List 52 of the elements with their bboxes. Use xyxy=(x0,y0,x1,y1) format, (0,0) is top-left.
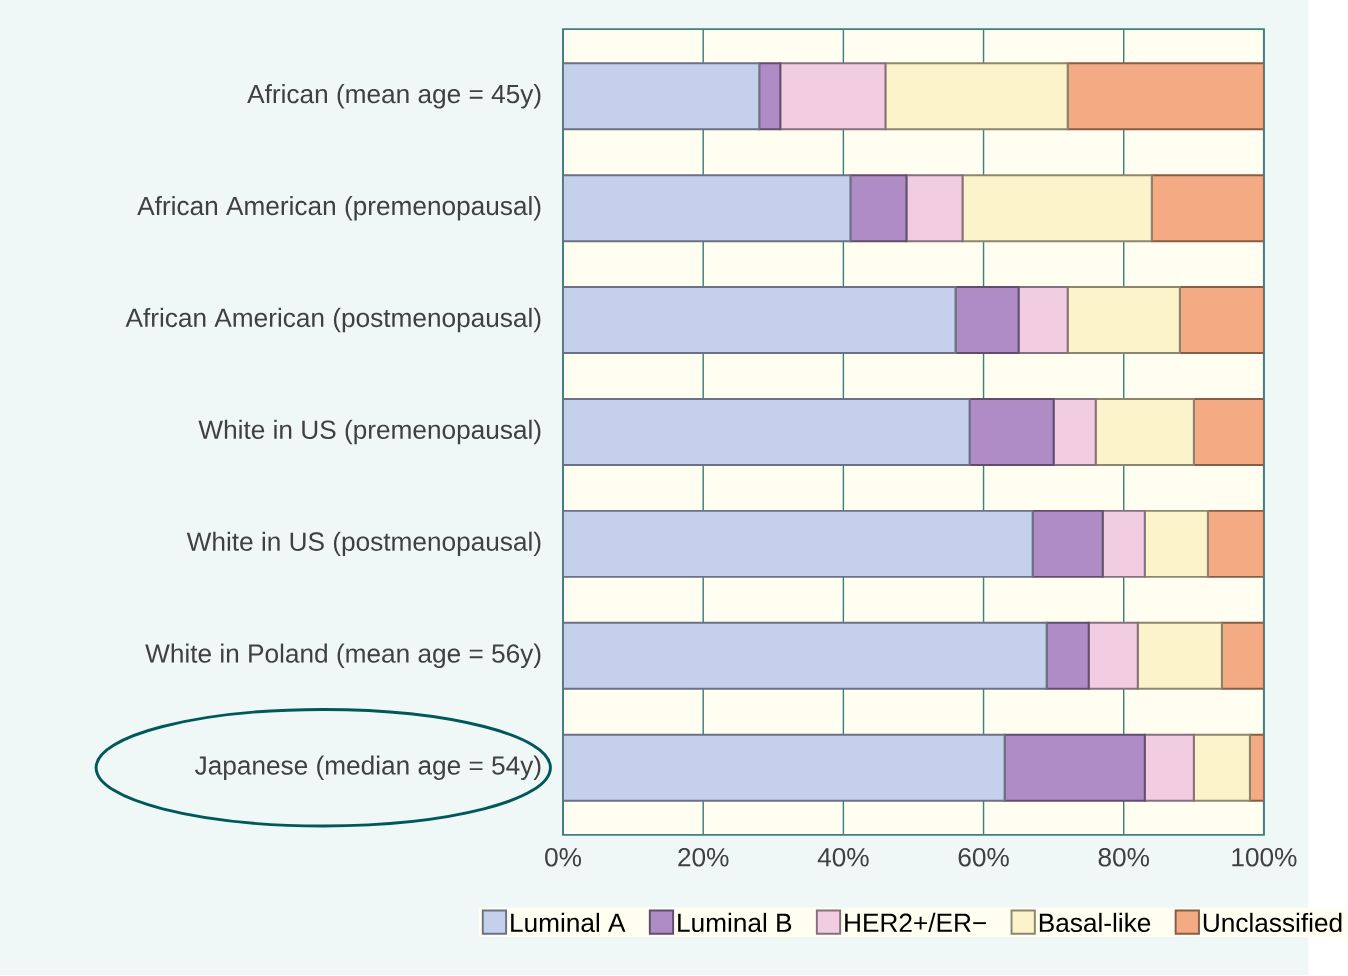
bar xyxy=(849,174,908,243)
legend-label: Luminal B xyxy=(678,913,792,933)
legend-label: Luminal A xyxy=(511,913,626,933)
bar xyxy=(1045,622,1090,690)
bar xyxy=(905,174,964,243)
bar xyxy=(563,286,957,355)
bar xyxy=(1066,286,1181,355)
bar xyxy=(1052,398,1097,467)
bar xyxy=(1192,398,1264,467)
bar xyxy=(1136,622,1223,690)
bar xyxy=(1178,286,1264,355)
y-tick-label: African American (premenopausal) xyxy=(137,196,541,221)
bar xyxy=(563,622,1048,690)
legend-label: Unclassified xyxy=(1203,913,1342,933)
y-tick-label: Japanese (median age = 54y) xyxy=(195,755,541,781)
bar xyxy=(1206,510,1264,579)
bar xyxy=(1094,398,1195,467)
x-tick-label: 0% xyxy=(545,848,582,867)
bar xyxy=(884,62,1069,131)
bar xyxy=(563,510,1034,579)
bar xyxy=(1150,174,1264,243)
bar xyxy=(1017,286,1069,355)
bar xyxy=(563,174,852,243)
y-tick-label: White in US (postmenopausal) xyxy=(186,531,541,557)
bar xyxy=(1220,622,1264,690)
y-tick-label: White in US (premenopausal) xyxy=(198,419,541,445)
bar xyxy=(779,62,887,131)
bar xyxy=(961,174,1153,243)
x-tick-label: 20% xyxy=(678,848,729,867)
x-tick-label: 40% xyxy=(817,848,869,867)
legend-label: Basal-like xyxy=(1039,913,1151,933)
bar xyxy=(1031,510,1104,579)
y-tick-label: White in Poland (mean age = 56y) xyxy=(145,643,541,669)
bar xyxy=(1003,733,1146,802)
x-tick-label: 80% xyxy=(1098,848,1150,867)
bar xyxy=(758,62,782,131)
bar xyxy=(1101,510,1146,579)
bar xyxy=(1087,622,1139,690)
bar xyxy=(563,62,761,131)
x-tick-label: 100% xyxy=(1232,848,1297,867)
y-tick-label: African American (postmenopausal) xyxy=(125,308,541,333)
x-tick-label: 60% xyxy=(958,848,1009,867)
bar xyxy=(1143,510,1209,579)
bar xyxy=(563,398,971,467)
y-tick-label: African (mean age = 45y) xyxy=(247,84,541,109)
bar xyxy=(563,733,1006,802)
bar xyxy=(1066,62,1264,131)
legend-label: HER2+/ER− xyxy=(845,913,986,933)
bar xyxy=(954,286,1020,355)
bar xyxy=(1192,733,1251,802)
bar xyxy=(1143,733,1195,802)
bar xyxy=(968,398,1055,467)
